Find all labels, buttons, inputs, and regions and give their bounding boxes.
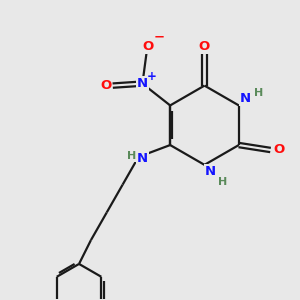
- Text: O: O: [143, 40, 154, 53]
- Text: O: O: [100, 79, 111, 92]
- Text: H: H: [218, 177, 227, 187]
- Text: −: −: [154, 31, 165, 44]
- Text: N: N: [137, 152, 148, 165]
- Text: N: N: [205, 165, 216, 178]
- Text: H: H: [127, 151, 136, 161]
- Text: O: O: [274, 142, 285, 155]
- Text: O: O: [199, 40, 210, 53]
- Text: N: N: [240, 92, 251, 105]
- Text: +: +: [146, 70, 156, 83]
- Text: H: H: [254, 88, 263, 98]
- Text: N: N: [137, 77, 148, 90]
